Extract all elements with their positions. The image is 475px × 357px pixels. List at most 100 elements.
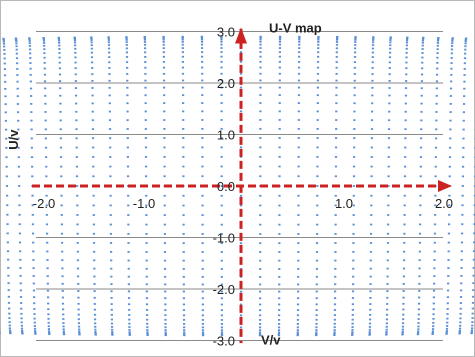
- data-point: [181, 94, 185, 97]
- data-point: [92, 194, 95, 197]
- data-point: [220, 66, 223, 69]
- data-point: [297, 204, 300, 207]
- data-point: [389, 36, 392, 39]
- data-point: [91, 67, 94, 69]
- data-point: [91, 94, 94, 97]
- data-point: [420, 94, 423, 97]
- data-point: [389, 39, 392, 42]
- data-point: [62, 325, 65, 328]
- data-point: [200, 51, 204, 53]
- data-point: [201, 268, 204, 270]
- data-point: [163, 86, 166, 89]
- data-point: [31, 213, 34, 216]
- data-point: [472, 289, 475, 292]
- data-point: [182, 204, 185, 207]
- data-point: [220, 146, 223, 149]
- data-point: [15, 42, 18, 45]
- data-point: [315, 333, 318, 335]
- data-point: [259, 175, 262, 178]
- data-point: [351, 322, 354, 325]
- data-point: [16, 95, 19, 98]
- data-point: [473, 232, 475, 235]
- data-point: [462, 156, 465, 159]
- data-point: [298, 37, 301, 39]
- data-point: [259, 37, 262, 39]
- data-point: [182, 314, 186, 317]
- data-point: [77, 275, 80, 278]
- data-point: [435, 87, 438, 90]
- data-point: [446, 313, 449, 315]
- data-point: [109, 175, 112, 178]
- data-point: [435, 128, 438, 131]
- data-point: [76, 259, 80, 262]
- data-point: [28, 48, 32, 51]
- data-point: [258, 333, 262, 335]
- data-point: [436, 48, 439, 51]
- data-point: [181, 86, 185, 89]
- data-point: [418, 282, 421, 285]
- data-point: [278, 194, 281, 197]
- data-point: [201, 251, 204, 253]
- data-point: [354, 41, 357, 43]
- data-point: [3, 48, 6, 51]
- data-point: [60, 165, 63, 168]
- data-point: [93, 250, 96, 253]
- data-point: [182, 119, 185, 121]
- data-point: [201, 223, 204, 226]
- data-point: [432, 296, 436, 299]
- data-point: [77, 322, 81, 325]
- data-point: [162, 43, 165, 46]
- data-point: [182, 318, 186, 321]
- data-point: [239, 242, 243, 245]
- data-point: [19, 267, 22, 269]
- data-point: [163, 267, 167, 270]
- data-point: [431, 332, 434, 335]
- data-point: [16, 111, 20, 114]
- data-point: [432, 317, 435, 320]
- data-point: [182, 175, 185, 178]
- data-point: [75, 175, 79, 178]
- data-point: [8, 329, 12, 332]
- data-point: [47, 330, 51, 333]
- data-point: [76, 232, 79, 235]
- data-point: [278, 268, 281, 270]
- data-point: [351, 326, 354, 328]
- data-point: [110, 267, 113, 270]
- data-point: [405, 47, 408, 50]
- data-point: [220, 204, 223, 207]
- data-point: [459, 302, 462, 304]
- data-point: [259, 194, 262, 197]
- data-point: [278, 303, 281, 306]
- data-point: [220, 110, 223, 113]
- data-point: [58, 48, 61, 50]
- data-point: [471, 324, 474, 327]
- data-point: [389, 41, 392, 44]
- data-point: [460, 258, 463, 261]
- data-point: [109, 146, 112, 149]
- data-point: [33, 302, 36, 305]
- data-point: [432, 308, 435, 311]
- data-point: [278, 251, 281, 253]
- data-point: [352, 223, 355, 226]
- data-point: [108, 51, 111, 54]
- data-point: [15, 57, 19, 60]
- data-point: [110, 290, 113, 293]
- data-point: [470, 329, 474, 332]
- data-point: [162, 79, 166, 82]
- data-point: [32, 282, 35, 285]
- data-point: [297, 102, 300, 104]
- data-point: [259, 268, 262, 270]
- data-point: [144, 110, 147, 113]
- data-point: [60, 232, 64, 235]
- data-point: [297, 79, 301, 82]
- data-point: [258, 326, 262, 329]
- data-point: [435, 94, 438, 97]
- y-axis-arrow: [235, 27, 247, 44]
- data-point: [183, 333, 186, 335]
- data-point: [146, 333, 149, 336]
- data-point: [459, 317, 462, 320]
- data-point: [62, 328, 65, 331]
- data-point: [418, 232, 422, 235]
- data-point: [111, 328, 114, 331]
- data-point: [76, 204, 79, 207]
